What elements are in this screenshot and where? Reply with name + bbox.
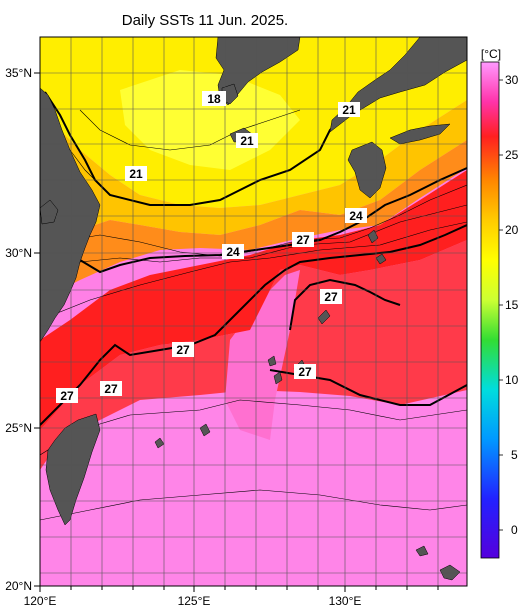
colorbar-tick-30: 30 xyxy=(505,73,519,87)
contour-label-21-west: 21 xyxy=(125,166,147,181)
lon-label-125: 125°E xyxy=(178,594,211,608)
contour-label-27-north: 27 xyxy=(292,232,314,247)
svg-text:24: 24 xyxy=(349,209,363,223)
lat-label-20: 20°N xyxy=(5,579,32,593)
svg-text:21: 21 xyxy=(342,103,356,117)
colorbar-tick-15: 15 xyxy=(505,298,519,312)
contour-label-18: 18 xyxy=(202,91,226,106)
contour-label-27-okinawa: 27 xyxy=(294,364,316,379)
colorbar-scale xyxy=(480,61,500,559)
map-title: Daily SSTs 11 Jun. 2025. xyxy=(121,12,289,29)
svg-text:27: 27 xyxy=(60,389,74,403)
land-masses xyxy=(39,36,468,581)
map-graticule xyxy=(39,37,467,586)
colorbar-tick-20: 20 xyxy=(505,223,519,237)
contour-lines xyxy=(40,91,467,521)
colorbar-tick-25: 25 xyxy=(505,148,519,162)
map-frame xyxy=(39,36,468,587)
colorbar-tick-0: 0 xyxy=(511,523,518,537)
lon-label-130: 130°E xyxy=(329,594,362,608)
contour-label-27-east: 27 xyxy=(320,289,342,304)
contour-label-24-center: 24 xyxy=(222,244,244,259)
lat-label-25: 25°N xyxy=(5,421,32,435)
lat-label-35: 35°N xyxy=(5,66,32,80)
svg-text:18: 18 xyxy=(207,92,221,106)
contour-label-21-north: 21 xyxy=(338,102,360,117)
contour-label-24-east: 24 xyxy=(345,208,367,223)
frame-ticks xyxy=(34,72,439,592)
svg-text:21: 21 xyxy=(129,167,143,181)
sst-field xyxy=(40,37,467,586)
colorbar-tick-5: 5 xyxy=(511,448,518,462)
contour-label-group: 18 21 21 21 24 24 27 27 27 27 27 27 xyxy=(56,91,367,403)
svg-text:27: 27 xyxy=(298,365,312,379)
svg-text:27: 27 xyxy=(296,233,310,247)
contour-label-27-taiwan: 27 xyxy=(100,381,122,396)
lat-label-30: 30°N xyxy=(5,246,32,260)
svg-text:27: 27 xyxy=(324,290,338,304)
svg-text:24: 24 xyxy=(226,245,240,259)
lon-label-120: 120°E xyxy=(24,594,57,608)
colorbar-unit: [°C] xyxy=(481,47,501,61)
colorbar: [°C] 30 25 20 15 10 5 0 xyxy=(480,47,519,559)
svg-text:27: 27 xyxy=(176,343,190,357)
contour-label-27-west: 27 xyxy=(56,388,78,403)
svg-text:27: 27 xyxy=(104,382,118,396)
contour-label-27-center: 27 xyxy=(172,342,194,357)
colorbar-tick-10: 10 xyxy=(505,373,519,387)
svg-text:21: 21 xyxy=(240,134,254,148)
contour-label-21-center: 21 xyxy=(236,133,258,148)
